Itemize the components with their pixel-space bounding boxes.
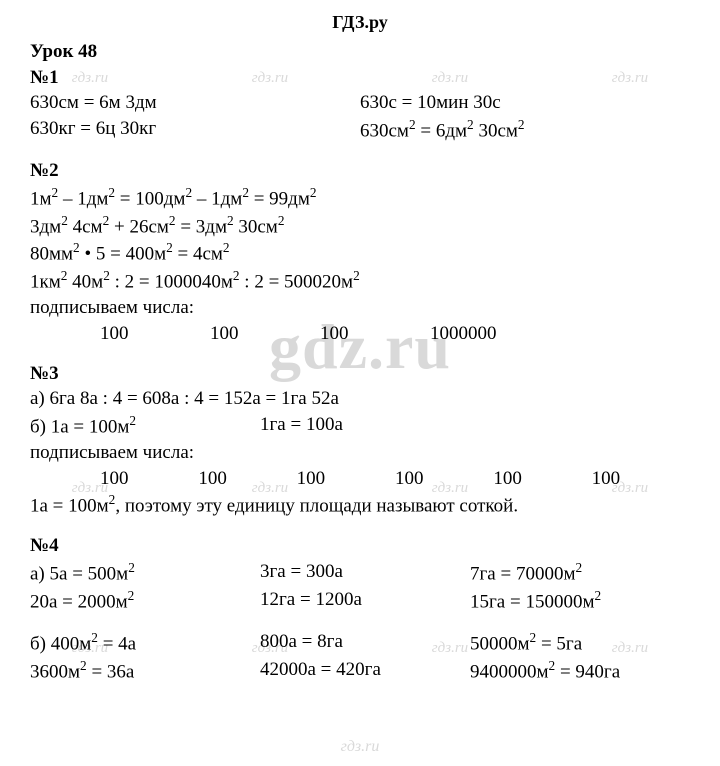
s1-row1: 630см = 6м 3дм 630с = 10мин 30с [30,90,690,116]
t: = 6дм [416,120,467,141]
num: 100 [297,466,395,492]
num: 100 [592,466,690,492]
t: а) 5а = 500м [30,563,128,584]
t: = 940га [555,661,620,682]
s2-sub: подписываем числа: [30,295,690,321]
t: 4см [68,216,103,237]
t: = 36а [87,661,135,682]
s4a-row1: а) 5а = 500м2 3га = 300а 7га = 70000м2 [30,559,690,587]
t: = 99дм [249,188,310,209]
t: = 4см [173,244,223,265]
num: 100 [210,321,320,347]
s3-la: а) 6га 8а : 4 = 608а : 4 = 152а = 1га 52… [30,386,690,412]
t: 15га = 150000м2 [470,587,601,615]
num: 100 [493,466,591,492]
t: = 3дм [176,216,227,237]
t: 42000а = 420га [260,657,470,685]
section2-title: №2 [30,158,690,184]
t: 3600м2 = 36а [30,657,260,685]
s2-line3: 80мм2 • 5 = 400м2 = 4см2 [30,239,690,267]
t: а) 5а = 500м2 [30,559,260,587]
t: • 5 = 400м [80,244,166,265]
num: 100 [320,321,430,347]
t: 80мм [30,244,73,265]
t: 50000м [470,633,530,654]
t: = 100дм [115,188,185,209]
t: 800а = 8га [260,629,470,657]
t: 7га = 70000м [470,563,575,584]
t: , поэтому эту единицу площади называют с… [115,496,518,517]
t: 630см [360,120,409,141]
t: = 4а [98,633,136,654]
s4a-row2: 20а = 2000м2 12га = 1200а 15га = 150000м… [30,587,690,615]
s3-last: 1а = 100м2, поэтому эту единицу площади … [30,491,690,519]
s2-numbers: 100 100 100 1000000 [30,321,690,347]
t: 1м [30,188,52,209]
t: 1га = 100а [260,412,343,440]
section1-title: №1 [30,65,690,91]
t: – 1дм [58,188,108,209]
s1-row2: 630кг = 6ц 30кг 630см2 = 6дм2 30см2 [30,116,690,144]
s2-line2: 3дм2 4см2 + 26см2 = 3дм2 30см2 [30,212,690,240]
lesson-title: Урок 48 [30,39,690,65]
t: : 2 = 1000040м [110,272,233,293]
num: 100 [198,466,296,492]
t: 7га = 70000м2 [470,559,582,587]
s4b-row1: б) 400м2 = 4а 800а = 8га 50000м2 = 5га [30,629,690,657]
t: 9400000м [470,661,549,682]
num: 1000000 [430,321,570,347]
text: 630см = 6м 3дм [30,90,360,116]
t: + 26см [109,216,169,237]
section3-title: №3 [30,361,690,387]
s3-lb: б) 1а = 100м2 1га = 100а [30,412,690,440]
t: 20а = 2000м2 [30,587,260,615]
t: 30см [234,216,278,237]
t: б) 400м2 = 4а [30,629,260,657]
t: = 5га [536,633,582,654]
page-header: ГДЗ.ру [0,0,720,39]
num: 100 [395,466,493,492]
t: 1а = 100м [30,496,109,517]
wm-footer: гдз.ru [0,738,720,756]
s3-sub: подписываем числа: [30,440,690,466]
t: 1км [30,272,61,293]
s2-line1: 1м2 – 1дм2 = 100дм2 – 1дм2 = 99дм2 [30,184,690,212]
t: 30см [474,120,518,141]
t: 50000м2 = 5га [470,629,582,657]
t: 3600м [30,661,80,682]
t: 9400000м2 = 940га [470,657,620,685]
t: 15га = 150000м [470,591,594,612]
t: 40м [67,272,103,293]
t: 3га = 300а [260,559,470,587]
t: б) 1а = 100м [30,416,129,437]
section4-title: №4 [30,533,690,559]
t: 12га = 1200а [260,587,470,615]
t: 3дм [30,216,61,237]
t: б) 400м [30,633,91,654]
text: 630с = 10мин 30с [360,90,690,116]
t: б) 1а = 100м2 [30,412,260,440]
t: : 2 = 500020м [240,272,354,293]
t: – 1дм [192,188,242,209]
s2-line4: 1км2 40м2 : 2 = 1000040м2 : 2 = 500020м2 [30,267,690,295]
num: 100 [100,466,198,492]
text: 630см2 = 6дм2 30см2 [360,116,690,144]
t: 20а = 2000м [30,591,128,612]
text: 630кг = 6ц 30кг [30,116,360,144]
num: 100 [100,321,210,347]
s3-numbers: 100 100 100 100 100 100 [30,466,690,492]
s4b-row2: 3600м2 = 36а 42000а = 420га 9400000м2 = … [30,657,690,685]
